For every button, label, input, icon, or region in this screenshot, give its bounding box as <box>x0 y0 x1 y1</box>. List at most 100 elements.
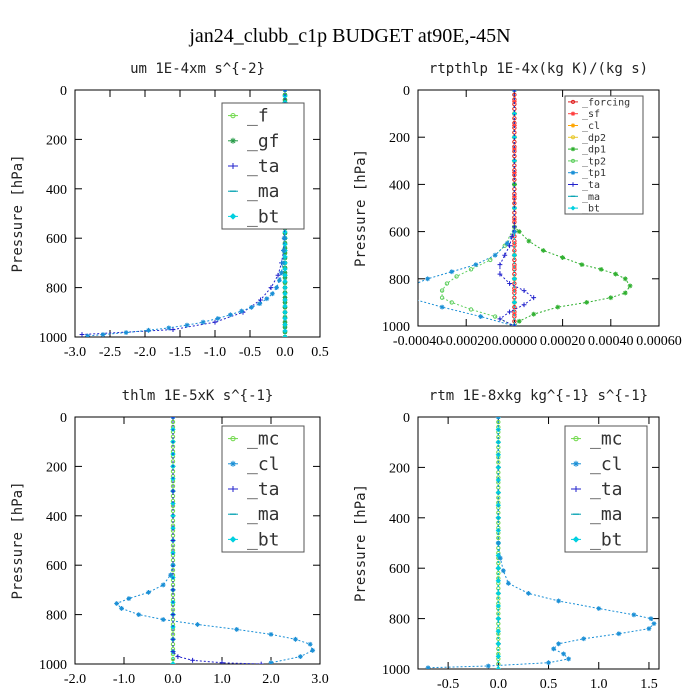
data-point <box>298 654 303 659</box>
data-point <box>521 288 527 293</box>
data-point <box>146 589 151 595</box>
data-point <box>492 252 498 258</box>
data-point <box>307 641 313 647</box>
y-tick-label: 0 <box>60 411 67 426</box>
data-point <box>496 535 501 541</box>
data-point <box>282 266 288 272</box>
data-point <box>512 123 517 128</box>
legend-label: _ta <box>582 180 600 191</box>
data-point <box>526 238 532 244</box>
data-point <box>212 319 218 325</box>
data-point <box>100 332 106 337</box>
data-point <box>293 636 298 642</box>
data-point <box>512 92 517 97</box>
legend-entry: _cl <box>228 454 280 475</box>
legend-marker <box>570 158 576 163</box>
data-point <box>495 653 502 660</box>
legend-entry: _cl <box>568 121 600 132</box>
data-point <box>502 252 508 258</box>
panels: um 1E-4xm s^{-2} Pressure [hPa] -3.0 -2.5 -2… <box>10 61 682 692</box>
legend: _f _gf _ta _ma _bt <box>221 102 305 230</box>
data-point <box>449 269 455 275</box>
data-point <box>512 193 517 199</box>
legend-entry: _ta <box>568 180 600 191</box>
data-point <box>119 606 124 611</box>
data-point <box>504 241 510 246</box>
data-point <box>268 285 274 290</box>
data-point <box>473 262 479 268</box>
data-point <box>579 262 585 268</box>
legend-label: _ma <box>247 504 280 525</box>
data-point <box>516 318 522 324</box>
data-point <box>170 661 176 664</box>
data-point <box>170 417 176 420</box>
data-point <box>170 444 176 449</box>
data-point <box>175 654 181 659</box>
data-point <box>598 266 604 272</box>
data-point <box>439 304 445 310</box>
data-point <box>468 267 474 272</box>
data-point <box>170 550 176 556</box>
data-point <box>507 243 512 249</box>
legend-marker <box>570 170 576 175</box>
data-point <box>170 543 176 548</box>
legend-label: _ta <box>247 479 280 500</box>
data-point <box>551 646 556 652</box>
data-point <box>170 488 176 494</box>
legend-label: _bt <box>590 529 623 550</box>
data-point <box>512 248 517 253</box>
legend-label: _f <box>247 106 269 127</box>
data-point <box>511 276 518 282</box>
data-point <box>500 568 506 574</box>
legend-entry: _bt <box>571 529 623 550</box>
data-point <box>495 641 502 647</box>
data-point <box>496 495 501 500</box>
data-point <box>526 591 531 596</box>
panel-title: rtpthlp 1E-4x(kg K)/(kg s) <box>429 61 648 77</box>
legend-entry: _cl <box>571 454 623 475</box>
legend: _forcing_sf_cl_dp2_dp1_tp2_tp1_ta_ma_bt <box>564 95 644 215</box>
data-point <box>249 304 254 310</box>
legend-marker <box>570 99 576 104</box>
data-point <box>511 299 518 306</box>
data-point <box>279 270 284 276</box>
data-point <box>170 587 176 593</box>
series-tp1 <box>418 90 517 326</box>
data-point <box>454 274 459 279</box>
data-point <box>512 281 517 286</box>
data-point <box>166 325 172 331</box>
data-point <box>507 309 512 315</box>
legend-marker <box>570 123 576 128</box>
legend-marker <box>570 146 576 152</box>
legend-label: _sf <box>582 109 600 120</box>
data-point <box>496 611 501 616</box>
y-tick-label: 600 <box>389 562 410 577</box>
data-point <box>622 290 628 296</box>
data-point <box>282 272 288 279</box>
legend-label: _ta <box>590 479 623 500</box>
legend-label: _dp2 <box>582 133 606 144</box>
x-tick-label: 1.0 <box>213 672 231 687</box>
data-point <box>234 627 240 632</box>
legend-label: _tp1 <box>582 168 606 179</box>
data-point <box>651 621 657 627</box>
data-point <box>495 417 501 420</box>
data-point <box>531 311 537 317</box>
panel-title: rtm 1E-8xkg kg^{-1} s^{-1} <box>429 388 648 404</box>
chart-panel-3: thlm 1E-5xK s^{-1} Pressure [hPa] -2.0 -1.0… <box>10 388 329 687</box>
data-point <box>488 257 493 263</box>
data-point <box>123 330 129 335</box>
data-point <box>136 612 142 617</box>
series-line <box>441 90 515 326</box>
legend-label: _forcing <box>582 97 630 108</box>
data-point <box>495 628 502 634</box>
data-point <box>512 146 517 152</box>
data-point <box>170 327 176 332</box>
x-tick-label: 0.00020 <box>540 334 586 349</box>
x-tick-label: 0.00040 <box>588 334 634 349</box>
data-point <box>239 308 244 314</box>
data-point <box>282 303 288 309</box>
data-point <box>275 272 281 278</box>
data-point <box>512 99 517 105</box>
x-tick-label: 0.0 <box>490 677 508 692</box>
